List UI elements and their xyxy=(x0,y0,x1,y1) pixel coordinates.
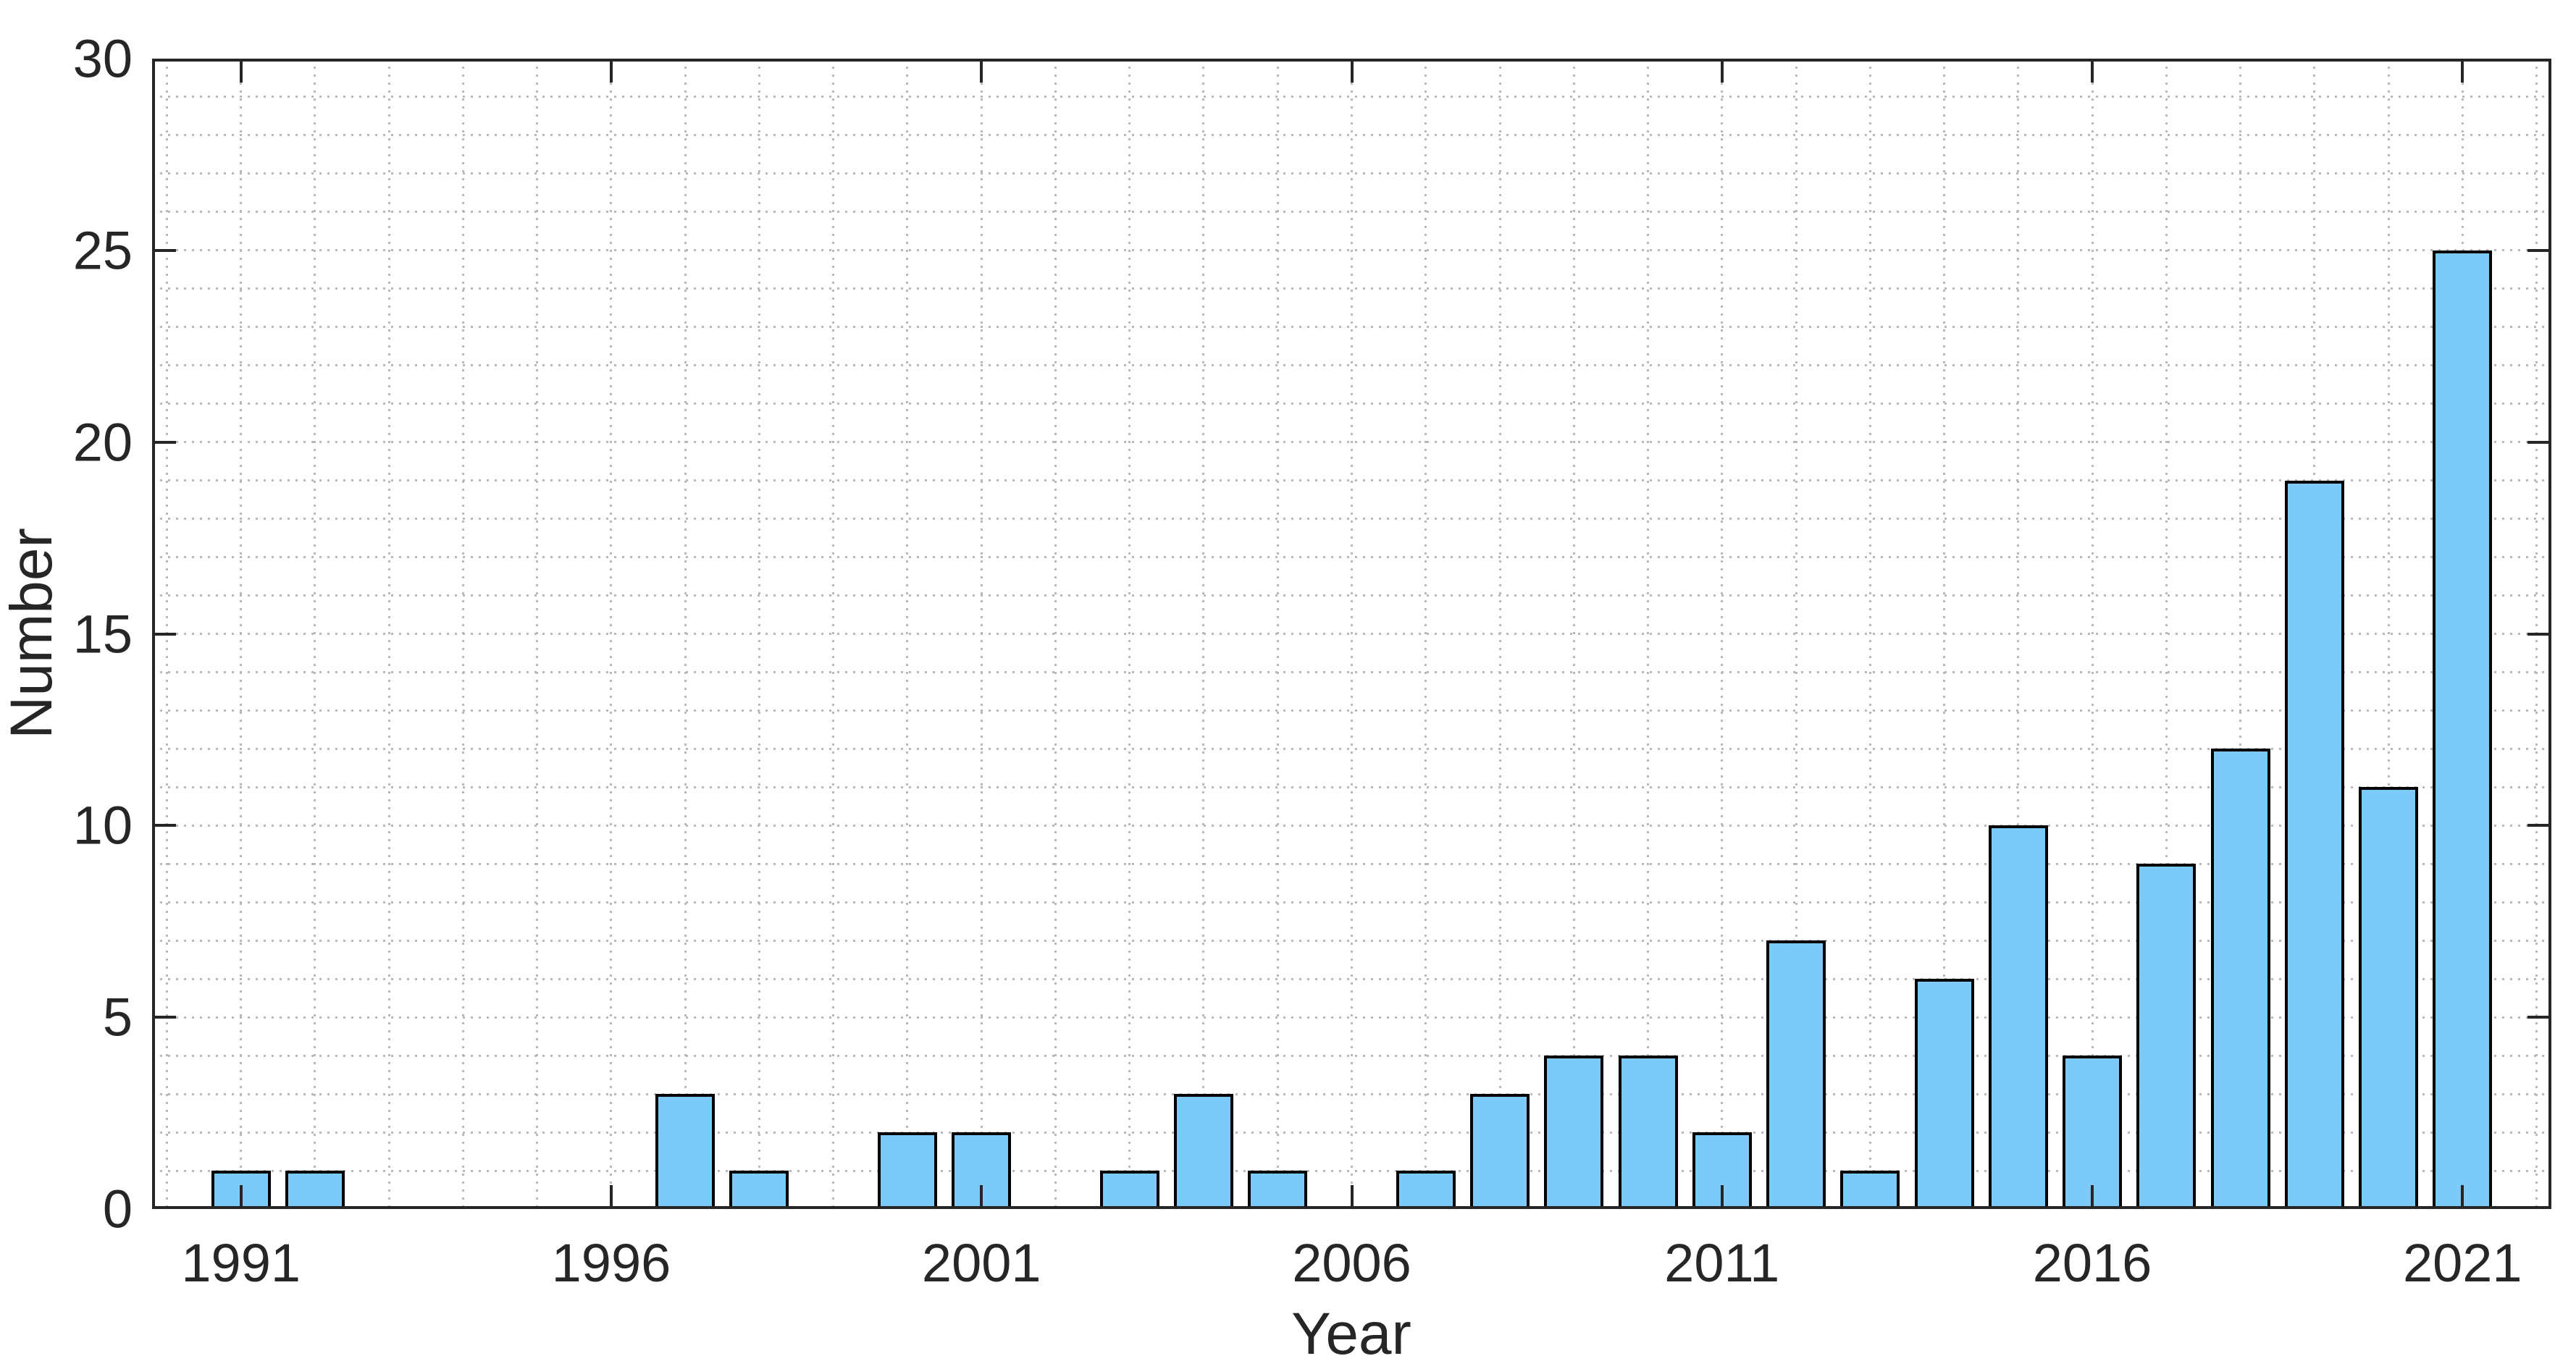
minor-gridline-horizontal xyxy=(152,862,2551,865)
y-tick-mark-right xyxy=(2527,440,2551,444)
y-tick-label-15: 15 xyxy=(72,604,133,664)
x-tick-mark-bottom xyxy=(2091,1185,2094,1209)
bar-2021 xyxy=(2433,250,2492,1209)
minor-gridline-horizontal xyxy=(152,633,2551,635)
minor-gridline-horizontal xyxy=(152,670,2551,673)
y-tick-mark-left xyxy=(152,440,176,444)
minor-gridline-horizontal xyxy=(152,1016,2551,1019)
bar-1997 xyxy=(655,1094,715,1209)
minor-gridline-horizontal xyxy=(152,134,2551,137)
x-tick-label-2006: 2006 xyxy=(1292,1233,1411,1293)
minor-gridline-horizontal xyxy=(152,211,2551,214)
minor-gridline-horizontal xyxy=(152,1169,2551,1172)
y-tick-label-5: 5 xyxy=(102,987,133,1048)
bar-2019 xyxy=(2285,481,2344,1209)
bar-2005 xyxy=(1248,1171,1307,1209)
x-tick-mark-bottom xyxy=(1350,1185,1354,1209)
x-tick-mark-top xyxy=(609,59,613,83)
x-tick-mark-top xyxy=(1350,59,1354,83)
x-tick-mark-bottom xyxy=(1720,1185,1724,1209)
minor-gridline-horizontal xyxy=(152,1054,2551,1057)
bar-2011 xyxy=(1692,1132,1752,1209)
minor-gridline-horizontal xyxy=(152,901,2551,903)
bar-2010 xyxy=(1619,1056,1678,1209)
y-tick-label-0: 0 xyxy=(102,1179,133,1239)
bar-2003 xyxy=(1100,1171,1159,1209)
minor-gridline-horizontal xyxy=(152,594,2551,597)
bar-2008 xyxy=(1470,1094,1530,1209)
minor-gridline-horizontal xyxy=(152,441,2551,444)
x-tick-label-2021: 2021 xyxy=(2402,1233,2522,1293)
minor-gridline-horizontal xyxy=(152,824,2551,827)
x-tick-mark-bottom xyxy=(980,1185,983,1209)
bar-2015 xyxy=(1989,825,2048,1209)
x-tick-mark-bottom xyxy=(239,1185,243,1209)
bar-2013 xyxy=(1840,1171,1900,1209)
bar-2017 xyxy=(2136,864,2196,1209)
y-tick-mark-right xyxy=(2527,248,2551,252)
y-tick-label-30: 30 xyxy=(72,28,133,89)
x-tick-label-2001: 2001 xyxy=(921,1233,1041,1293)
x-tick-label-2011: 2011 xyxy=(1664,1233,1780,1293)
y-tick-mark-left xyxy=(152,1016,176,1019)
x-tick-mark-top xyxy=(239,59,243,83)
y-tick-mark-left xyxy=(152,248,176,252)
x-tick-label-2016: 2016 xyxy=(2032,1233,2152,1293)
minor-gridline-horizontal xyxy=(152,977,2551,980)
minor-gridline-horizontal xyxy=(152,479,2551,482)
y-tick-mark-right xyxy=(2527,632,2551,636)
minor-gridline-horizontal xyxy=(152,556,2551,559)
minor-gridline-horizontal xyxy=(152,172,2551,175)
x-tick-label-1996: 1996 xyxy=(551,1233,671,1293)
y-tick-mark-right xyxy=(2527,1016,2551,1019)
bar-1992 xyxy=(285,1171,345,1209)
minor-gridline-horizontal xyxy=(152,1092,2551,1095)
minor-gridline-horizontal xyxy=(152,518,2551,521)
bar-2007 xyxy=(1396,1171,1456,1209)
x-axis-label: Year xyxy=(1291,1301,1411,1367)
minor-gridline-horizontal xyxy=(152,249,2551,252)
minor-gridline-horizontal xyxy=(152,96,2551,98)
x-tick-mark-top xyxy=(980,59,983,83)
bar-2000 xyxy=(878,1132,937,1209)
minor-gridline-horizontal xyxy=(152,709,2551,712)
minor-gridline-horizontal xyxy=(152,326,2551,329)
y-tick-label-25: 25 xyxy=(72,220,133,281)
x-tick-mark-top xyxy=(2091,59,2094,83)
x-tick-mark-top xyxy=(2461,59,2464,83)
x-tick-mark-top xyxy=(1720,59,1724,83)
bar-2004 xyxy=(1174,1094,1233,1209)
bar-2020 xyxy=(2359,787,2418,1209)
x-tick-mark-bottom xyxy=(609,1185,613,1209)
y-tick-mark-left xyxy=(152,824,176,827)
minor-gridline-horizontal xyxy=(152,785,2551,788)
bar-2012 xyxy=(1766,940,1826,1209)
bar-2014 xyxy=(1915,979,1974,1209)
x-tick-mark-bottom xyxy=(2461,1185,2464,1209)
minor-gridline-horizontal xyxy=(152,364,2551,367)
minor-gridline-horizontal xyxy=(152,287,2551,290)
y-tick-label-10: 10 xyxy=(72,795,133,856)
plot-area xyxy=(152,59,2551,1209)
y-tick-mark-left xyxy=(152,632,176,636)
bar-2009 xyxy=(1544,1056,1603,1209)
minor-gridline-horizontal xyxy=(152,1131,2551,1134)
x-tick-label-1991: 1991 xyxy=(181,1233,301,1293)
minor-gridline-horizontal xyxy=(152,939,2551,942)
minor-gridline-horizontal xyxy=(152,747,2551,750)
bar-1998 xyxy=(729,1171,789,1209)
minor-gridline-horizontal xyxy=(152,403,2551,405)
bar-2018 xyxy=(2211,749,2270,1209)
y-tick-label-20: 20 xyxy=(72,412,133,473)
y-tick-mark-right xyxy=(2527,824,2551,827)
bar-2016 xyxy=(2063,1056,2122,1209)
